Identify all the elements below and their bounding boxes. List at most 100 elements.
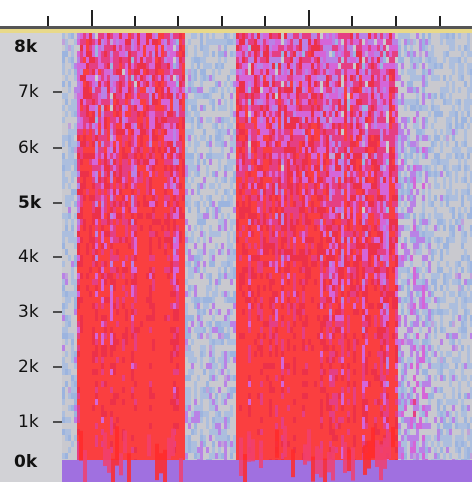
spectrogram-cell <box>137 51 140 57</box>
spectrogram-cell <box>152 201 155 207</box>
spectrogram-cell <box>170 219 173 225</box>
spectrogram-cell <box>119 165 122 171</box>
spectrogram-cell <box>149 153 152 159</box>
spectrogram-cell <box>146 99 149 105</box>
spectrogram-cell <box>278 147 281 153</box>
spectrogram-cell <box>239 99 242 105</box>
spectrogram-cell <box>80 423 83 429</box>
spectrogram-cell <box>80 303 83 309</box>
spectrogram-cell <box>113 45 116 51</box>
spectrogram-cell <box>143 111 146 117</box>
spectrogram-cell <box>149 399 152 405</box>
spectrogram-cell <box>251 51 254 57</box>
spectrogram-cell <box>284 177 287 183</box>
spectrogram-cell <box>119 363 122 369</box>
spectrogram-cell <box>233 375 236 381</box>
spectrogram-cell <box>101 153 104 159</box>
spectrogram-cell <box>104 393 107 399</box>
spectrogram-cell <box>239 51 242 57</box>
spectrogram-cell <box>221 153 224 159</box>
spectrogram-cell <box>281 207 284 213</box>
spectrogram-cell <box>161 381 164 387</box>
spectrogram-cell <box>236 75 239 81</box>
spectrogram-cell <box>89 207 92 213</box>
spectrogram-cell <box>296 183 299 189</box>
spectrogram-cell <box>98 351 101 357</box>
spectrogram-cell <box>125 381 128 387</box>
spectrogram-cell <box>116 255 119 261</box>
spectrogram-cell <box>257 63 260 69</box>
spectrogram-cell <box>86 339 89 345</box>
spectrogram-cell <box>242 327 245 333</box>
spectrogram-cell <box>260 75 263 81</box>
spectrogram-cell <box>179 327 182 333</box>
spectrogram-cell <box>104 213 107 219</box>
spectrogram-cell <box>203 213 206 219</box>
spectrogram-cell <box>215 231 218 237</box>
spectrogram-cell <box>269 435 272 441</box>
spectrogram-cell <box>251 177 254 183</box>
spectrogram-cell <box>194 447 197 453</box>
spectrogram-cell <box>134 249 137 255</box>
spectrogram-cell <box>227 33 230 39</box>
spectrogram-cell <box>254 171 257 177</box>
spectrogram-cell <box>143 339 146 345</box>
spectrogram-cell <box>245 237 248 243</box>
spectrogram-cell <box>143 429 146 435</box>
spectrogram-cell <box>296 201 299 207</box>
spectrogram-cell <box>125 339 128 345</box>
spectrogram-cell <box>224 417 227 423</box>
spectrogram-cell <box>266 111 269 117</box>
spectrogram-cell <box>254 111 257 117</box>
spectrogram-cell <box>239 189 242 195</box>
spectrogram-cell <box>101 219 104 225</box>
spectrogram-cell <box>248 75 251 81</box>
spectrogram-cell <box>179 345 182 351</box>
spectrogram-cell <box>95 153 98 159</box>
spectrogram-cell <box>266 87 269 93</box>
spectrogram-cell <box>161 99 164 105</box>
spectrogram-cell <box>140 237 143 243</box>
spectrogram-cell <box>251 87 254 93</box>
spectrogram-cell <box>164 327 167 333</box>
spectrogram-cell <box>215 417 218 423</box>
spectrogram-cell <box>110 135 113 141</box>
spectrogram-cell <box>212 213 215 219</box>
spectrogram-cell <box>254 33 257 39</box>
spectrogram-cell <box>191 315 194 321</box>
spectrogram-cell <box>269 261 272 267</box>
spectrogram-cell <box>146 165 149 171</box>
spectrogram-cell <box>185 243 188 249</box>
spectrogram-cell <box>281 237 284 243</box>
spectrogram-cell <box>290 417 293 423</box>
spectrogram-cell <box>92 375 95 381</box>
spectrogram-cell <box>236 123 239 129</box>
spectrogram-cell <box>248 51 251 57</box>
spectrogram-cell <box>134 273 137 279</box>
spectrogram-cell <box>278 339 281 345</box>
spectrogram-cell <box>167 285 170 291</box>
spectrogram-cell <box>104 183 107 189</box>
spectrogram-cell <box>161 117 164 123</box>
spectrogram-cell <box>284 267 287 273</box>
spectrogram-cell <box>128 159 131 165</box>
spectrogram-cell <box>122 51 125 57</box>
spectrogram-cell <box>95 231 98 237</box>
spectrogram-cell <box>281 159 284 165</box>
spectrogram-cell <box>296 273 299 279</box>
spectrogram-cell <box>263 165 266 171</box>
spectrogram-cell <box>173 267 176 273</box>
spectrogram-cell <box>197 255 200 261</box>
spectrogram-cell <box>170 147 173 153</box>
spectrogram-cell <box>113 75 116 81</box>
spectrogram-cell <box>134 315 137 321</box>
spectrogram-cell <box>116 315 119 321</box>
spectrogram-cell <box>137 39 140 45</box>
spectrogram-cell <box>242 321 245 327</box>
spectrogram-cell <box>236 423 239 429</box>
spectrogram-cell <box>248 399 251 405</box>
spectrogram-cell <box>104 75 107 81</box>
spectrogram-cell <box>110 165 113 171</box>
spectrogram-cell <box>152 141 155 147</box>
spectrogram-cell <box>269 63 272 69</box>
